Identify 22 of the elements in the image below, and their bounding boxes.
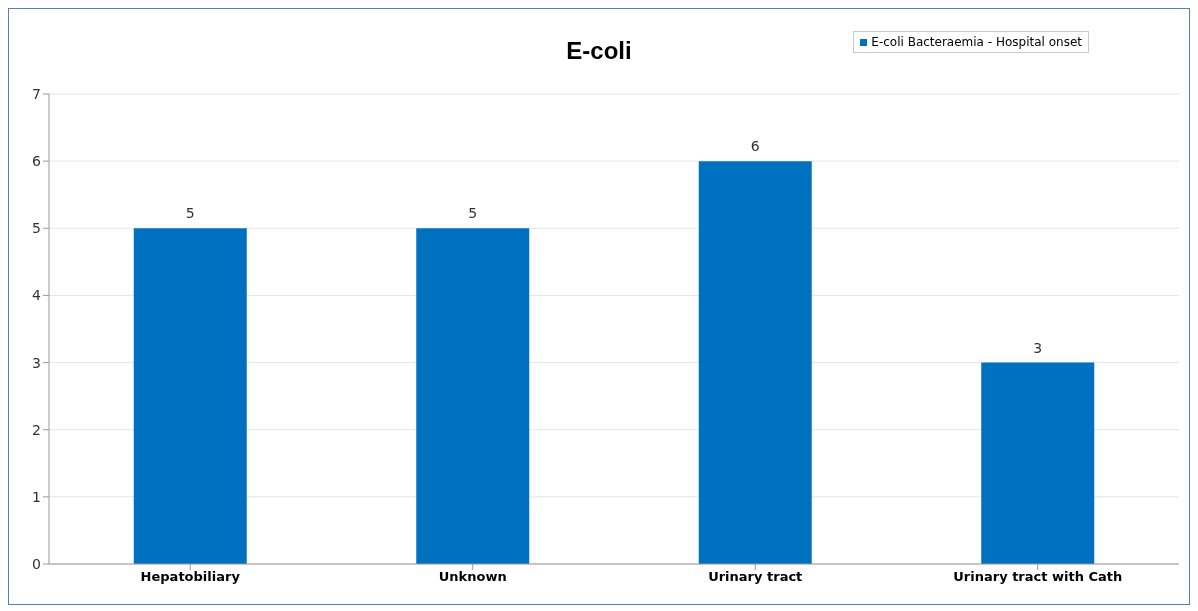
y-tick-label: 7 — [32, 85, 41, 102]
y-tick-label: 3 — [32, 354, 41, 371]
x-tick-label: Urinary tract with Cath — [953, 569, 1123, 585]
data-label: 5 — [185, 205, 195, 222]
data-label: 6 — [750, 138, 760, 155]
bar — [698, 161, 812, 564]
data-label: 3 — [1033, 339, 1043, 356]
x-tick-label: Hepatobiliary — [140, 569, 241, 585]
y-tick-label: 0 — [32, 555, 41, 572]
bar — [416, 228, 530, 564]
chart-title: E-coli — [566, 37, 632, 64]
y-tick-label: 2 — [32, 421, 41, 438]
x-tick-label: Urinary tract — [708, 569, 803, 585]
y-tick-label: 4 — [32, 287, 42, 304]
y-tick-label: 6 — [32, 153, 42, 170]
bar — [981, 362, 1095, 564]
y-tick-label: 5 — [32, 220, 41, 237]
legend-label: E-coli Bacteraemia - Hospital onset — [870, 35, 1082, 49]
data-label: 5 — [468, 205, 478, 222]
y-tick-label: 1 — [32, 488, 41, 505]
bar — [133, 228, 247, 564]
x-tick-label: Unknown — [438, 569, 507, 585]
